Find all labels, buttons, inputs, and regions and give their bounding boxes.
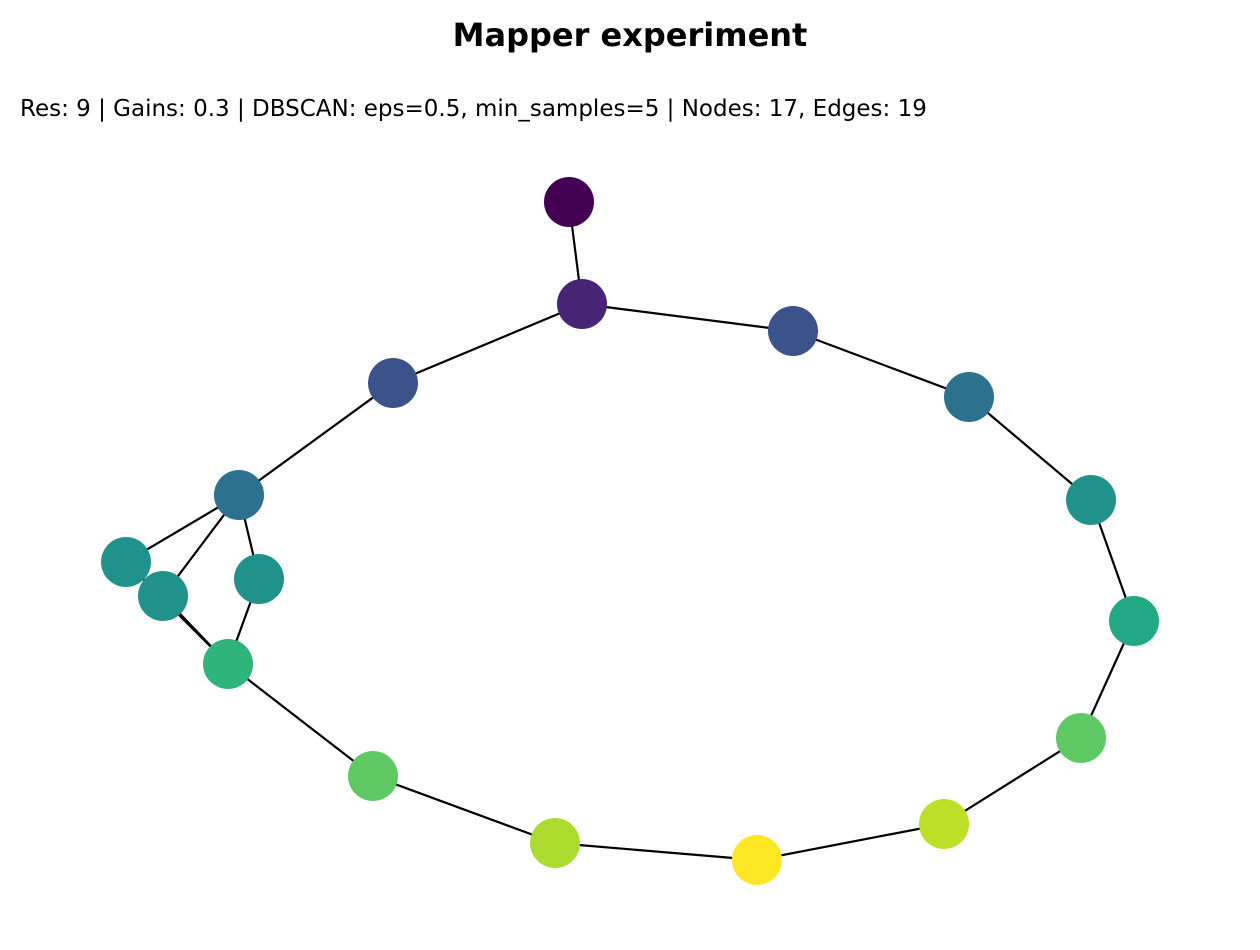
graph-node xyxy=(919,799,969,849)
graph-edge xyxy=(372,774,556,845)
graph-edge xyxy=(227,663,374,777)
nodes-layer xyxy=(101,177,1159,885)
graph-node xyxy=(557,279,607,329)
graph-node xyxy=(944,372,994,422)
graph-edge xyxy=(238,382,394,496)
chart-title: Mapper experiment xyxy=(452,16,808,54)
graph-node xyxy=(214,470,264,520)
chart-subtitle: Res: 9 | Gains: 0.3 | DBSCAN: eps=0.5, m… xyxy=(20,96,927,122)
graph-edge xyxy=(756,822,945,862)
graph-node xyxy=(101,537,151,587)
graph-node xyxy=(1066,475,1116,525)
graph-node xyxy=(732,835,782,885)
graph-edge xyxy=(792,329,970,399)
graph-node xyxy=(138,571,188,621)
graph-edge xyxy=(943,737,1082,825)
graph-edge xyxy=(554,841,758,862)
graph-node xyxy=(368,358,418,408)
graph-node xyxy=(544,177,594,227)
graph-edge xyxy=(392,302,583,385)
graph-edge xyxy=(581,302,794,333)
graph-edge xyxy=(968,396,1092,501)
graph-node xyxy=(768,306,818,356)
graph-node xyxy=(234,554,284,604)
graph-node xyxy=(348,751,398,801)
graph-node xyxy=(203,639,253,689)
edges-layer xyxy=(125,201,1136,862)
graph-node xyxy=(1056,713,1106,763)
graph-node xyxy=(530,818,580,868)
graph-node xyxy=(1109,596,1159,646)
